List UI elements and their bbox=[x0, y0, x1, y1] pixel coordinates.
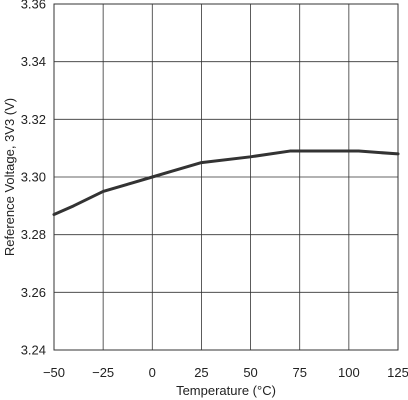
series-line-0 bbox=[52, 149, 400, 216]
y-tick-label: 3.36 bbox=[21, 0, 46, 12]
x-tick-labels: −50 −25 0 25 50 75 100 125 bbox=[43, 365, 408, 380]
x-tick-label: 100 bbox=[338, 365, 360, 380]
x-tick-label: 0 bbox=[149, 365, 156, 380]
y-tick-label: 3.30 bbox=[21, 170, 46, 185]
plot-border bbox=[53, 3, 399, 351]
x-tick-label: −50 bbox=[43, 365, 65, 380]
x-tick-label: −25 bbox=[92, 365, 114, 380]
y-axis-title: Reference Voltage, 3V3 (V) bbox=[2, 98, 17, 256]
x-tick-label: 125 bbox=[387, 365, 408, 380]
y-tick-label: 3.24 bbox=[21, 343, 46, 358]
x-tick-label: 25 bbox=[194, 365, 208, 380]
y-tick-label: 3.32 bbox=[21, 112, 46, 127]
y-tick-labels: 3.24 3.26 3.28 3.30 3.32 3.34 3.36 bbox=[21, 0, 46, 358]
x-tick-label: 75 bbox=[292, 365, 306, 380]
series-layer bbox=[52, 149, 400, 216]
x-tick-label: 50 bbox=[243, 365, 257, 380]
y-tick-label: 3.28 bbox=[21, 227, 46, 242]
y-tick-label: 3.26 bbox=[21, 285, 46, 300]
y-tick-label: 3.34 bbox=[21, 54, 46, 69]
x-axis-title: Temperature (°C) bbox=[176, 383, 276, 398]
